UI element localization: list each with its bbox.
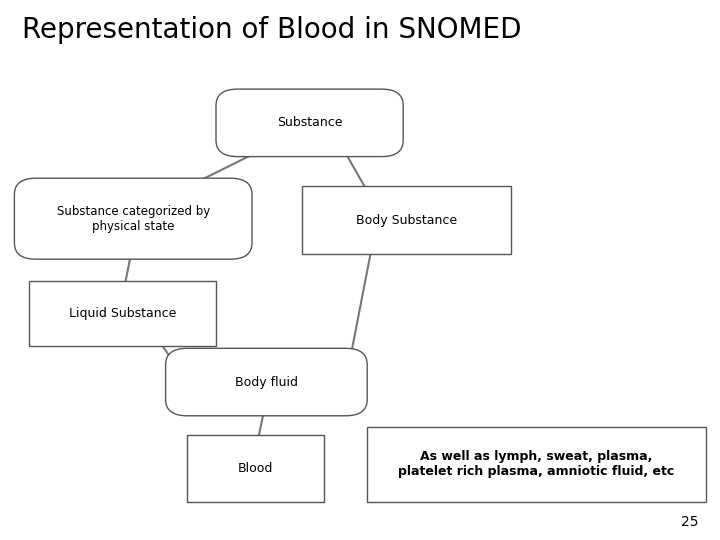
FancyBboxPatch shape [367, 427, 706, 502]
Text: Substance categorized by
physical state: Substance categorized by physical state [57, 205, 210, 233]
FancyBboxPatch shape [302, 186, 511, 254]
FancyBboxPatch shape [29, 281, 216, 346]
Text: Substance: Substance [277, 116, 342, 130]
Text: As well as lymph, sweat, plasma,
platelet rich plasma, amniotic fluid, etc: As well as lymph, sweat, plasma, platele… [398, 450, 675, 478]
Text: Blood: Blood [238, 462, 274, 475]
FancyBboxPatch shape [14, 178, 252, 259]
Text: Body Substance: Body Substance [356, 213, 457, 227]
FancyBboxPatch shape [166, 348, 367, 416]
Text: Body fluid: Body fluid [235, 375, 298, 389]
Text: Liquid Substance: Liquid Substance [68, 307, 176, 320]
FancyBboxPatch shape [187, 435, 324, 502]
FancyBboxPatch shape [216, 89, 403, 157]
Text: 25: 25 [681, 515, 698, 529]
Text: Representation of Blood in SNOMED: Representation of Blood in SNOMED [22, 16, 521, 44]
